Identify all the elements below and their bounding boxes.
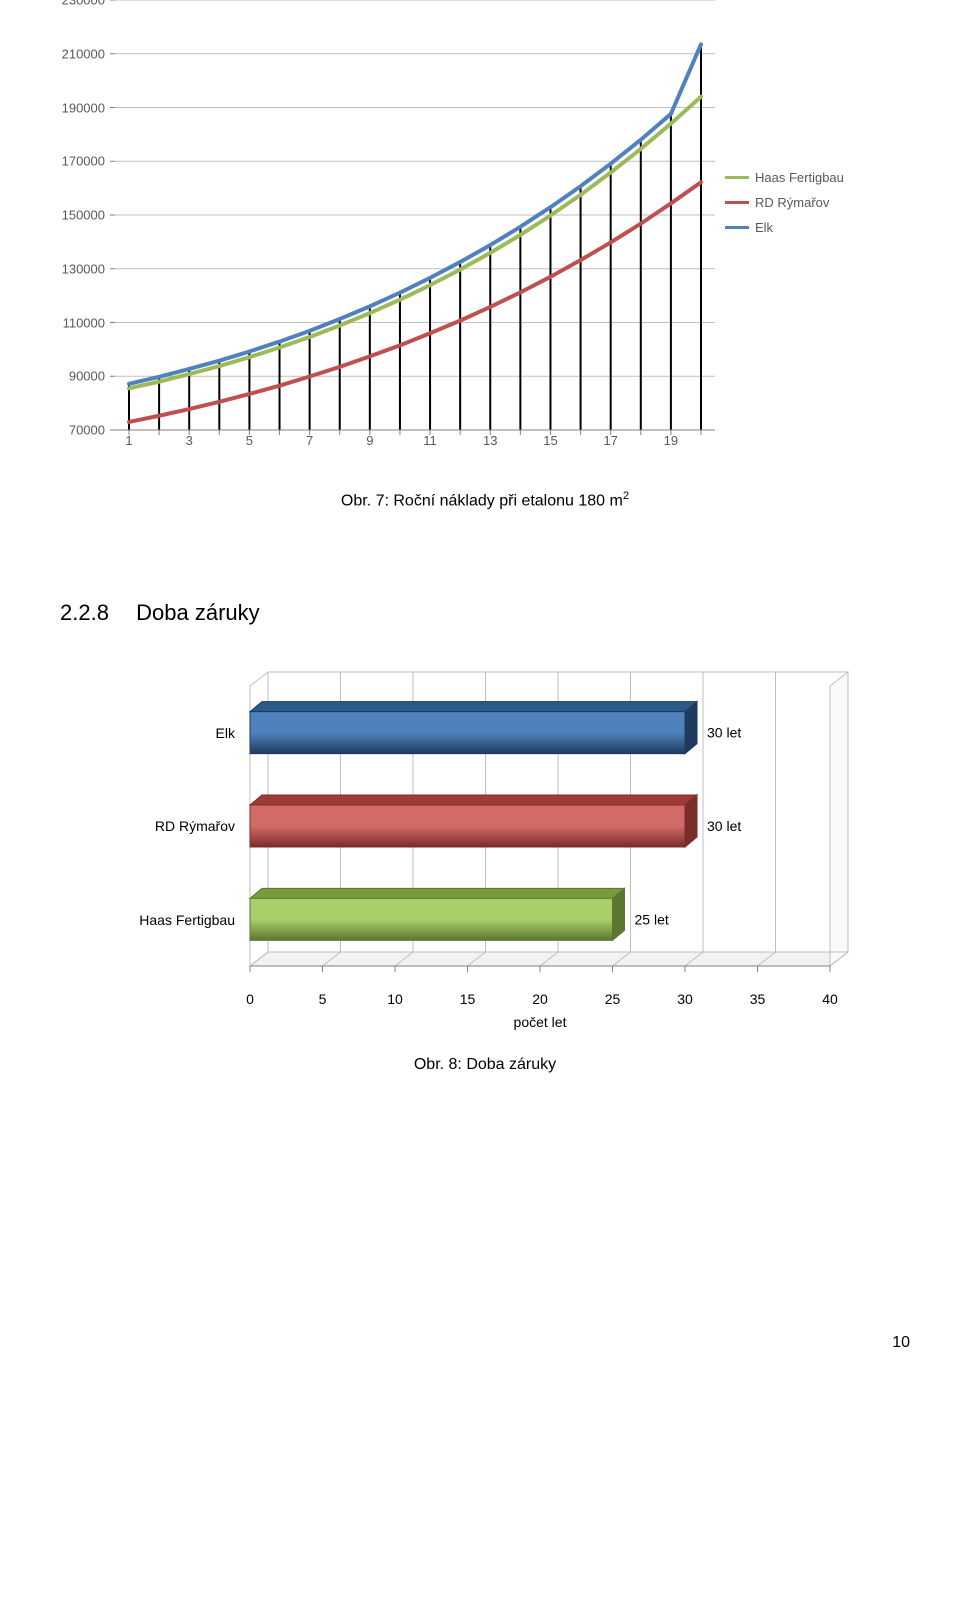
- x-tick-label: 13: [483, 433, 497, 448]
- section-title-text: Doba záruky: [136, 600, 260, 625]
- legend-label: Haas Fertigbau: [755, 170, 844, 185]
- y-tick-label: 70000: [69, 423, 105, 438]
- bar-x-tick-label: 10: [387, 991, 403, 1007]
- x-tick-label: 5: [246, 433, 253, 448]
- bar-value-label: 25 let: [635, 912, 669, 928]
- line-chart-caption-sup: 2: [623, 490, 629, 502]
- legend-swatch: [725, 176, 749, 179]
- y-tick-label: 130000: [62, 261, 105, 276]
- line-chart-plot-area: [115, 0, 715, 430]
- legend-item: Haas Fertigbau: [725, 170, 844, 185]
- bar-chart-category-labels: Elk RD Rýmařov Haas Fertigbau: [120, 686, 235, 966]
- bar-value-label: 30 let: [707, 725, 741, 741]
- x-tick-label: 11: [423, 433, 437, 448]
- bar-chart-svg: 30 let 30 let 25 let: [130, 666, 850, 1006]
- bar-x-tick-label: 40: [822, 991, 838, 1007]
- bar-x-tick-label: 20: [532, 991, 548, 1007]
- y-tick-label: 230000: [62, 0, 105, 8]
- bar-chart-x-axis-labels: 0510152025303540: [250, 991, 830, 1011]
- legend-swatch: [725, 201, 749, 204]
- line-chart-y-axis-labels: 7000090000110000130000150000170000190000…: [60, 0, 110, 430]
- bar-x-tick-label: 0: [246, 991, 254, 1007]
- x-tick-label: 19: [664, 433, 678, 448]
- x-tick-label: 15: [543, 433, 557, 448]
- y-tick-label: 190000: [62, 100, 105, 115]
- legend-label: Elk: [755, 220, 773, 235]
- section-number: 2.2.8: [60, 600, 130, 626]
- line-chart-x-axis-labels: 135791113151719: [115, 430, 715, 450]
- line-chart-caption-text: Obr. 7: Roční náklady při etalonu 180 m: [341, 492, 623, 509]
- y-tick-label: 110000: [63, 315, 105, 330]
- line-chart-svg: [115, 0, 715, 430]
- bar-x-tick-label: 30: [677, 991, 693, 1007]
- bar-x-tick-label: 15: [460, 991, 476, 1007]
- bar-chart-caption: Obr. 8: Doba záruky: [60, 1056, 910, 1074]
- page-container: 70000 90000 110000 130000 150000 170000 190000…: [0, 0, 960, 1374]
- x-tick-label: 1: [125, 433, 132, 448]
- line-chart: 70000 90000 110000 130000 150000 170000 190000…: [60, 0, 910, 470]
- bar-x-tick-label: 5: [319, 991, 327, 1007]
- bar-value-label: 30 let: [707, 818, 741, 834]
- page-number: 10: [892, 1334, 910, 1352]
- bar-chart-x-axis-title: počet let: [250, 1014, 830, 1030]
- legend-label: RD Rýmařov: [755, 195, 829, 210]
- y-tick-label: 90000: [69, 369, 105, 384]
- legend-item: Elk: [725, 220, 844, 235]
- x-tick-label: 9: [366, 433, 373, 448]
- x-tick-label: 17: [603, 433, 617, 448]
- bar-x-tick-label: 35: [750, 991, 766, 1007]
- y-tick-label: 150000: [62, 208, 105, 223]
- bar-category-label: RD Rýmařov: [155, 818, 235, 834]
- legend-item: RD Rýmařov: [725, 195, 844, 210]
- bar-category-label: Haas Fertigbau: [139, 912, 235, 928]
- section-heading: 2.2.8 Doba záruky: [60, 600, 910, 626]
- y-tick-label: 170000: [62, 154, 105, 169]
- line-chart-legend: Haas Fertigbau RD Rýmařov Elk: [725, 170, 844, 245]
- bar-x-tick-label: 25: [605, 991, 621, 1007]
- x-tick-label: 7: [306, 433, 313, 448]
- x-tick-label: 3: [186, 433, 193, 448]
- y-tick-label: 210000: [62, 46, 105, 61]
- bar-chart: 30 let 30 let 25 let Elk RD Rýmařov Haas Fer…: [130, 666, 850, 1046]
- legend-swatch: [725, 226, 749, 229]
- line-chart-caption: Obr. 7: Roční náklady při etalonu 180 m2: [60, 490, 910, 510]
- bar-category-label: Elk: [216, 725, 235, 741]
